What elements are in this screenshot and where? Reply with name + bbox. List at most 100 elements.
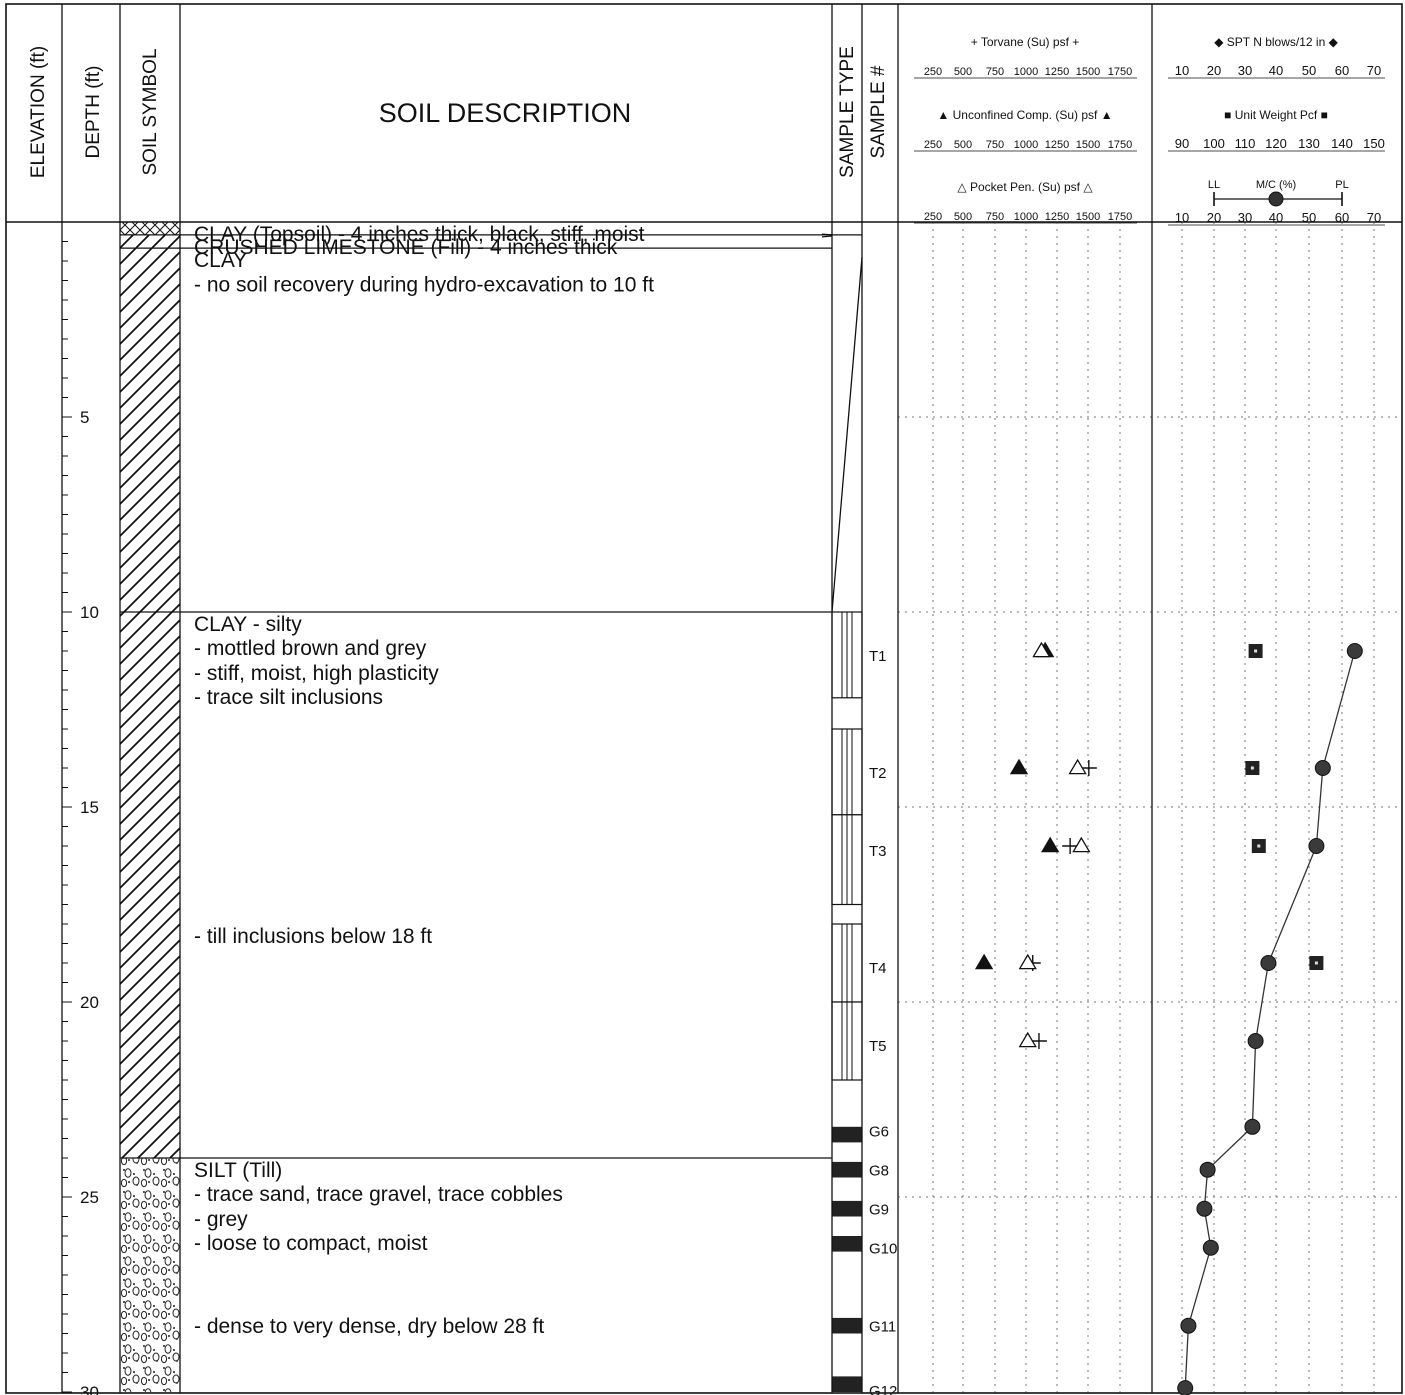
pocket-pen-point xyxy=(1018,1031,1037,1048)
sample-number: T1 xyxy=(869,648,887,665)
moisture-content-point xyxy=(1180,1317,1197,1334)
pocket-pen-point xyxy=(1032,641,1051,658)
sample-number: T3 xyxy=(869,843,887,860)
sample-number: G10 xyxy=(869,1241,897,1258)
sample-number: G6 xyxy=(869,1124,889,1141)
torvane-scale-tick-label: 1250 xyxy=(1045,66,1069,78)
torvane-point xyxy=(1062,838,1079,854)
unit-weight-scale-tick-label: 130 xyxy=(1298,136,1320,151)
unconfined-comp-point xyxy=(1041,836,1060,853)
series-plus xyxy=(1024,760,1097,1049)
soil-description-line: CLAY - silty xyxy=(194,613,302,636)
unconfined-comp-point xyxy=(974,953,994,970)
legend-ll: LL xyxy=(1208,179,1220,191)
sample-g10: G10 xyxy=(832,1236,897,1258)
unit-weight-scale-tick-label: 150 xyxy=(1363,136,1385,151)
moisture-content-point xyxy=(1314,760,1331,776)
sample-t3: T3 xyxy=(831,814,887,906)
torvane-scale-tick-label: 1500 xyxy=(1076,66,1100,78)
sample-number: G9 xyxy=(869,1202,889,1219)
sample-number: G8 xyxy=(869,1163,889,1180)
stratum: SILT (Till) - trace sand, trace gravel, … xyxy=(120,1157,832,1392)
unit-weight-scale-tick-label: 100 xyxy=(1203,136,1225,151)
soil-description-line: - mottled brown and grey xyxy=(194,637,427,660)
spt-scale-tick-label: 20 xyxy=(1207,63,1221,78)
depth-label: 15 xyxy=(80,798,99,817)
sample-type-grab xyxy=(832,1376,862,1392)
legend-pocket-pen: △ Pocket Pen. (Su) psf △ xyxy=(957,180,1093,194)
sample-type-grab xyxy=(832,1236,862,1252)
torvane-scale-tick-label: 750 xyxy=(986,66,1004,78)
spt-scale-tick-label: 50 xyxy=(1302,63,1316,78)
unit-weight-point xyxy=(1251,839,1266,853)
moisture-content-point xyxy=(1247,1033,1264,1049)
sample-number: T5 xyxy=(869,1038,887,1055)
unconfined-scale-tick-label: 500 xyxy=(954,139,972,151)
torvane-scale-tick-label: 1000 xyxy=(1014,66,1038,78)
moisture-content-point xyxy=(1308,838,1325,854)
soil-description-line: - dense to very dense, dry below 28 ft xyxy=(194,1315,544,1338)
layer-bracket xyxy=(821,235,833,238)
unconfined-scale-tick-label: 1500 xyxy=(1076,139,1100,151)
stratum: CLAY - silty - mottled brown and grey - … xyxy=(120,611,832,1158)
sample-type-grab xyxy=(832,1317,862,1334)
soil-symbol-clay xyxy=(120,612,180,1158)
unit-weight-scale-tick-label: 140 xyxy=(1331,136,1353,151)
sample-number: G11 xyxy=(869,1319,896,1336)
torvane-scale-tick-label: 250 xyxy=(924,66,942,78)
header-sample-number: SAMPLE # xyxy=(868,65,889,158)
series-filled-triangle xyxy=(974,641,1060,970)
torvane-point xyxy=(1030,1033,1047,1049)
stratum: CLAY- no soil recovery during hydro-exca… xyxy=(120,247,832,612)
moisture-content-point xyxy=(1199,1161,1216,1178)
sample-number: T4 xyxy=(869,960,887,977)
spt-scale-tick-label: 60 xyxy=(1335,63,1349,78)
plot-grid xyxy=(898,222,1402,1393)
sample-t4: T4 xyxy=(831,923,887,1003)
sample-t2: T2 xyxy=(831,728,887,816)
sample-type-grab xyxy=(832,1200,862,1217)
moisture-content-point xyxy=(1202,1239,1219,1256)
soil-description-line: - till inclusions below 18 ft xyxy=(194,925,432,948)
soil-symbol-clay xyxy=(120,248,180,612)
pocket-pen-scale-tick-label: 1500 xyxy=(1076,211,1100,223)
sample-type-grab xyxy=(832,1126,862,1143)
soil-symbol-clay xyxy=(120,234,180,249)
spt-scale-tick-label: 70 xyxy=(1367,63,1381,78)
sample-number: G12 xyxy=(869,1383,897,1395)
unit-weight-scale-tick-label: 110 xyxy=(1235,136,1256,151)
legend-unit-weight: ■ Unit Weight Pcf ■ xyxy=(1224,108,1328,122)
spt-scale-tick-label: 40 xyxy=(1269,63,1283,78)
soil-symbol-topsoil xyxy=(120,222,180,235)
layer-bracket xyxy=(821,233,862,236)
legend-torvane: + Torvane (Su) psf + xyxy=(971,35,1080,49)
unconfined-scale-tick-label: 1000 xyxy=(1014,139,1038,151)
header-sample-type: SAMPLE TYPE xyxy=(837,46,858,178)
sample-g12: G12 xyxy=(832,1376,897,1395)
soil-description-line: - no soil recovery during hydro-excavati… xyxy=(194,274,654,297)
soil-strata: CLAY (Topsoil) - 4 inches thick, black, … xyxy=(120,222,863,1392)
spt-scale-tick-label: 30 xyxy=(1238,63,1252,78)
soil-description-line: CRUSHED LIMESTONE (Fill) - 4 inches thic… xyxy=(194,236,618,259)
torvane-scale-tick-label: 1750 xyxy=(1108,66,1132,78)
legend-pl: PL xyxy=(1335,179,1348,191)
pocket-pen-point xyxy=(1068,758,1087,775)
sample-g9: G9 xyxy=(832,1200,889,1219)
unit-weight-scale-tick-label: 90 xyxy=(1175,136,1189,151)
soil-description-line: SILT (Till) xyxy=(194,1159,282,1182)
pocket-pen-scale-tick-label: 500 xyxy=(954,211,972,223)
samples: T1 T2 T3 T4 T5 G6 G8 G9 G10 G11 G12 xyxy=(831,611,897,1395)
depth-label: 30 xyxy=(80,1383,99,1395)
header-elevation: ELEVATION (ft) xyxy=(28,46,49,178)
legend-mc: M/C (%) xyxy=(1256,179,1296,191)
sample-number: T2 xyxy=(869,765,887,782)
moisture-content-point xyxy=(1244,1118,1261,1135)
depth-label: 25 xyxy=(80,1188,99,1207)
sample-t5: T5 xyxy=(831,1001,887,1081)
unconfined-scale-tick-label: 1750 xyxy=(1108,139,1132,151)
soil-description-line: - trace sand, trace gravel, trace cobble… xyxy=(194,1183,563,1206)
soil-description-line: CLAY xyxy=(194,249,247,272)
unit-weight-point xyxy=(1248,644,1263,658)
sample-g11: G11 xyxy=(832,1317,896,1336)
